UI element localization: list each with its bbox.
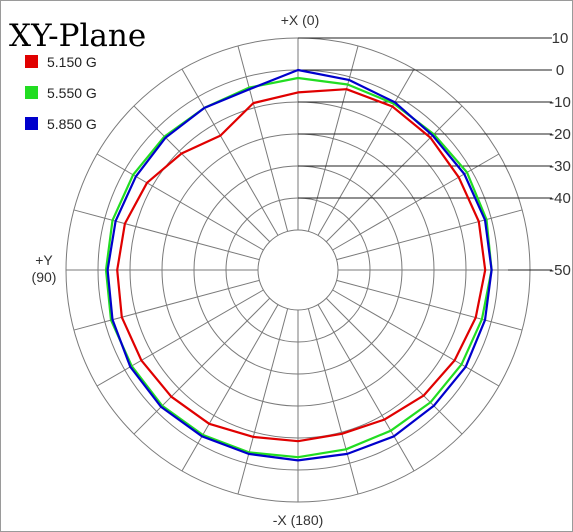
grid-spoke-120 [96, 289, 264, 387]
ring-label-5: -40 [549, 190, 571, 207]
grid-spoke-300 [332, 153, 500, 251]
data-traces [104, 68, 493, 462]
grid-spoke-225 [325, 297, 463, 435]
ring-label-0: 10 [552, 30, 569, 47]
grid-spoke-15 [237, 45, 289, 232]
ring-label-3: -20 [549, 126, 571, 143]
trace-5150G [116, 88, 487, 443]
polar-grid [65, 37, 531, 503]
grid-spoke-315 [325, 105, 463, 243]
grid-spoke-30 [181, 68, 279, 236]
grid-spoke-105 [73, 279, 260, 331]
grid-spoke-45 [133, 105, 271, 243]
legend-label-5150: 5.150 G [47, 54, 97, 70]
legend: 5.150 G 5.550 G 5.850 G [25, 54, 97, 132]
grid-ring-6 [257, 229, 339, 311]
grid-spoke-345 [307, 45, 359, 232]
direction-label-left-line1: +Y [35, 252, 53, 268]
grid-spoke-240 [332, 289, 500, 387]
ring-label-6: -50 [549, 262, 571, 279]
grid-spoke-285 [336, 209, 523, 261]
grid-spoke-210 [317, 304, 415, 472]
ring-labels: 10 0 -10 -20 -30 -40 -50 [298, 30, 571, 279]
ring-label-1: 0 [556, 62, 564, 79]
grid-spoke-330 [317, 68, 415, 236]
chart-title: XY-Plane [9, 18, 146, 54]
direction-label-left-line2: (90) [32, 269, 57, 285]
direction-label-top: +X (0) [281, 12, 320, 28]
legend-swatch-5150 [25, 55, 38, 68]
ring-label-2: -10 [549, 94, 571, 111]
grid-spoke-195 [307, 308, 359, 495]
grid-spoke-255 [336, 279, 523, 331]
grid-spoke-150 [181, 304, 279, 472]
ring-label-4: -30 [549, 158, 571, 175]
grid-spoke-135 [133, 297, 271, 435]
grid-spoke-75 [73, 209, 260, 261]
legend-swatch-5850 [25, 117, 38, 130]
grid-spoke-60 [96, 153, 264, 251]
grid-spoke-165 [237, 308, 289, 495]
legend-swatch-5550 [25, 86, 38, 99]
direction-label-bottom: -X (180) [273, 512, 324, 528]
legend-label-5550: 5.550 G [47, 85, 97, 101]
legend-label-5850: 5.850 G [47, 116, 97, 132]
